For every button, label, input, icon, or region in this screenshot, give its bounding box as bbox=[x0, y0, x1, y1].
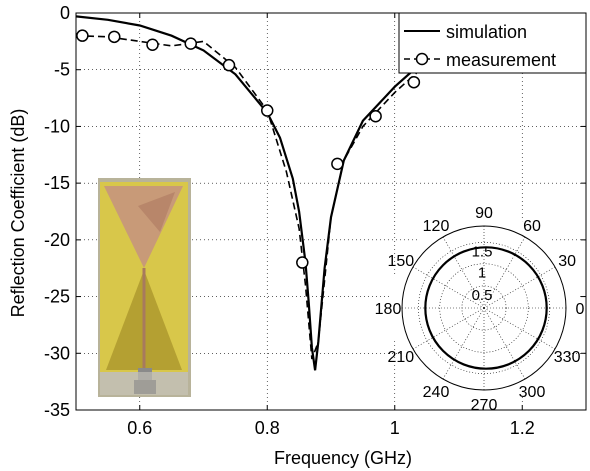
legend-box bbox=[398, 12, 587, 74]
polar-angle-label: 90 bbox=[475, 205, 493, 222]
polar-radial-label: 1 bbox=[478, 265, 486, 282]
polar-angle-label: 180 bbox=[375, 301, 402, 318]
x-tick-label: 1 bbox=[390, 418, 400, 438]
polar-angle-label: 30 bbox=[558, 253, 576, 270]
measurement-point bbox=[108, 30, 121, 44]
y-tick-label: -35 bbox=[44, 400, 70, 420]
measurement-point bbox=[331, 157, 344, 171]
legend-measurement-marker bbox=[415, 52, 429, 66]
polar-angle-label: 300 bbox=[519, 384, 546, 401]
x-axis-label: Frequency (GHz) bbox=[274, 448, 412, 468]
polar-angle-label: 240 bbox=[423, 384, 450, 401]
polar-angle-label: 120 bbox=[423, 218, 450, 235]
polar-grid-ring bbox=[439, 263, 529, 353]
polar-angle-label: 0 bbox=[576, 301, 585, 318]
polar-grid-ring bbox=[461, 285, 507, 331]
measurement-point bbox=[146, 38, 159, 52]
measurement-point bbox=[261, 104, 274, 117]
antenna-photo bbox=[98, 178, 191, 397]
x-tick-label: 1.2 bbox=[510, 418, 535, 438]
polar-radial-label: 1.5 bbox=[472, 243, 493, 260]
polar-angle-label: 150 bbox=[388, 253, 415, 270]
polar-radial-label: 0.5 bbox=[472, 287, 493, 304]
series-line-measurement bbox=[76, 23, 491, 360]
x-tick-label: 0.8 bbox=[255, 418, 280, 438]
y-tick-label: -25 bbox=[44, 287, 70, 307]
y-tick-label: -5 bbox=[54, 60, 70, 80]
legend: simulation measurement bbox=[398, 12, 587, 74]
measurement-point bbox=[296, 256, 309, 269]
y-tick-label: -10 bbox=[44, 116, 70, 136]
polar-angle-label: 330 bbox=[554, 349, 581, 366]
y-axis-label: Reflection Coefficient (dB) bbox=[8, 109, 28, 318]
measurement-point bbox=[184, 37, 197, 50]
legend-simulation-label: simulation bbox=[446, 22, 527, 42]
y-tick-label: -20 bbox=[44, 230, 70, 250]
measurement-point bbox=[76, 29, 89, 42]
axes-frame bbox=[75, 12, 587, 411]
y-tick-label: 0 bbox=[60, 3, 70, 23]
x-tick-label: 0.6 bbox=[127, 418, 152, 438]
polar-grid-ring bbox=[418, 242, 550, 374]
radiation-pattern bbox=[424, 246, 548, 370]
measurement-point bbox=[407, 75, 421, 89]
measurement-point bbox=[222, 58, 236, 72]
y-tick-label: -15 bbox=[44, 173, 70, 193]
polar-angle-label: 60 bbox=[523, 218, 541, 235]
polar-angle-label: 270 bbox=[471, 397, 498, 414]
legend-measurement-label: measurement bbox=[446, 50, 556, 70]
axis-tick-labels: 0.6 0.8 1 1.2 0 -5 -10 -15 -20 -25 -30 -35 bbox=[44, 3, 535, 438]
measurement-point bbox=[369, 109, 382, 123]
y-tick-label: -30 bbox=[44, 343, 70, 363]
polar-angle-label: 210 bbox=[388, 349, 415, 366]
